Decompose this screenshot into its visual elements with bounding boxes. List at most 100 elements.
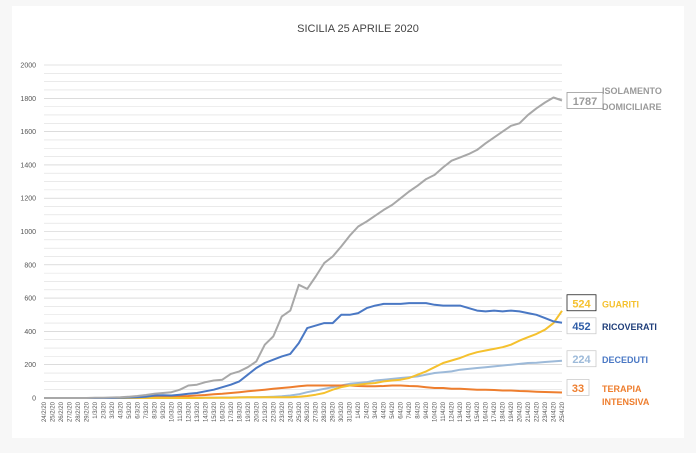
x-tick-label: 8/4/20 <box>416 401 422 418</box>
x-tick-label: 12/4/20 <box>450 401 456 422</box>
series-name-label: ISOLAMENTO <box>602 86 662 96</box>
x-tick-label: 27/3/20 <box>314 401 320 422</box>
x-tick-label: 14/3/20 <box>203 401 209 422</box>
end-value-box <box>566 350 597 368</box>
series-line-deceduti <box>44 359 563 399</box>
x-tick-label: 1/4/20 <box>356 401 362 418</box>
x-tick-label: 9/3/20 <box>161 401 167 418</box>
x-tick-label: 21/4/20 <box>526 401 532 422</box>
x-tick-label: 11/3/20 <box>178 401 184 421</box>
x-tick-label: 6/3/20 <box>135 401 141 418</box>
x-tick-label: 22/3/20 <box>271 401 277 422</box>
chart-svg: SICILIA 25 APRILE 2020 0 200 400 600 800 1000… <box>20 23 662 422</box>
x-tick-label: 19/4/20 <box>509 401 515 422</box>
series-layer <box>44 96 563 399</box>
x-tick-label: 13/4/20 <box>458 401 464 422</box>
x-tick-label: 17/3/20 <box>229 401 235 422</box>
x-tick-label: 24/3/20 <box>288 401 294 422</box>
end-value-box <box>566 317 597 335</box>
y-tick-label: 200 <box>24 362 36 369</box>
y-tick-label: 1400 <box>20 162 36 169</box>
x-axis-ticks: 24/2/20 25/2/20 26/2/20 27/2/20 28/2/20 29/2/… <box>42 401 566 422</box>
x-tick-label: 24/2/20 <box>42 401 48 422</box>
x-tick-label: 18/4/20 <box>501 401 507 422</box>
y-tick-label: 1200 <box>20 196 36 203</box>
x-tick-label: 21/3/20 <box>263 401 269 422</box>
x-tick-label: 7/4/20 <box>407 401 413 418</box>
end-value-box <box>566 379 590 396</box>
x-tick-label: 23/3/20 <box>280 401 286 422</box>
grid-layer <box>44 64 562 399</box>
x-tick-label: 3/3/20 <box>110 401 116 418</box>
x-tick-label: 30/3/20 <box>339 401 345 422</box>
x-tick-label: 22/4/20 <box>535 401 541 422</box>
x-tick-label: 29/2/20 <box>84 401 90 422</box>
x-tick-label: 11/4/20 <box>441 401 447 421</box>
chart-title: SICILIA 25 APRILE 2020 <box>297 23 419 35</box>
series-end-labels: 1787 ISOLAMENTO DOMICILIARE 524 GUARITI 452 RI… <box>566 86 662 407</box>
chart-panel: SICILIA 25 APRILE 2020 0 200 400 600 800 1000… <box>12 6 684 438</box>
y-tick-label: 1600 <box>20 129 36 136</box>
x-tick-label: 8/3/20 <box>152 401 158 418</box>
x-tick-label: 25/2/20 <box>50 401 56 422</box>
end-value-label: 524 <box>572 298 591 310</box>
x-tick-label: 9/4/20 <box>424 401 430 418</box>
x-tick-label: 31/3/20 <box>348 401 354 422</box>
x-tick-label: 16/3/20 <box>220 401 226 422</box>
x-tick-label: 2/3/20 <box>101 401 107 418</box>
x-tick-label: 23/4/20 <box>543 401 549 422</box>
x-tick-label: 28/3/20 <box>322 401 328 422</box>
series-line-isolamento-domiciliare <box>44 96 563 399</box>
x-tick-label: 29/3/20 <box>331 401 337 422</box>
y-tick-label: 2000 <box>20 63 36 70</box>
x-tick-label: 3/4/20 <box>373 401 379 418</box>
end-value-box <box>566 92 604 109</box>
y-tick-label: 1800 <box>20 96 36 103</box>
series-name-label: DOMICILIARE <box>602 102 662 112</box>
series-name-label: DECEDUTI <box>602 355 648 365</box>
x-tick-label: 2/4/20 <box>365 401 371 418</box>
end-value-label: 1787 <box>573 96 597 108</box>
end-value-box <box>566 294 597 312</box>
x-tick-label: 18/3/20 <box>237 401 243 422</box>
x-tick-label: 27/2/20 <box>67 401 73 422</box>
x-tick-label: 28/2/20 <box>76 401 82 422</box>
x-tick-label: 25/3/20 <box>297 401 303 422</box>
x-tick-label: 19/3/20 <box>246 401 252 422</box>
series-name-label: INTENSIVA <box>602 397 650 407</box>
x-tick-label: 14/4/20 <box>467 401 473 422</box>
x-tick-label: 10/4/20 <box>433 401 439 422</box>
end-value-label: 224 <box>572 354 591 366</box>
x-tick-label: 6/4/20 <box>399 401 405 418</box>
series-name-label: RICOVERATI <box>602 322 657 332</box>
end-value-label: 33 <box>572 383 584 395</box>
x-tick-label: 15/4/20 <box>475 401 481 422</box>
x-tick-label: 7/3/20 <box>144 401 150 418</box>
x-tick-label: 10/3/20 <box>169 401 175 422</box>
x-tick-label: 1/3/20 <box>93 401 99 418</box>
x-tick-label: 26/3/20 <box>305 401 311 422</box>
x-tick-label: 5/3/20 <box>127 401 133 418</box>
x-tick-label: 13/3/20 <box>195 401 201 422</box>
y-tick-label: 0 <box>32 396 36 403</box>
x-tick-label: 4/4/20 <box>382 401 388 418</box>
series-name-label: GUARITI <box>602 299 639 309</box>
y-tick-label: 400 <box>24 329 36 336</box>
x-tick-label: 12/3/20 <box>186 401 192 422</box>
end-value-label: 452 <box>572 321 590 333</box>
y-axis-ticks: 0 200 400 600 800 1000 1200 1400 1600 1800 2000 <box>20 63 36 403</box>
y-tick-label: 600 <box>24 296 36 303</box>
x-tick-label: 4/3/20 <box>118 401 124 418</box>
x-tick-label: 26/2/20 <box>59 401 65 422</box>
x-tick-label: 25/4/20 <box>560 401 566 422</box>
y-tick-label: 1000 <box>20 229 36 236</box>
x-tick-label: 15/3/20 <box>212 401 218 422</box>
x-tick-label: 24/4/20 <box>552 401 558 422</box>
series-name-label: TERAPIA <box>602 384 642 394</box>
x-tick-label: 20/4/20 <box>518 401 524 422</box>
x-tick-label: 17/4/20 <box>492 401 498 422</box>
x-tick-label: 20/3/20 <box>254 401 260 422</box>
y-tick-label: 800 <box>24 262 36 269</box>
x-tick-label: 5/4/20 <box>390 401 396 418</box>
